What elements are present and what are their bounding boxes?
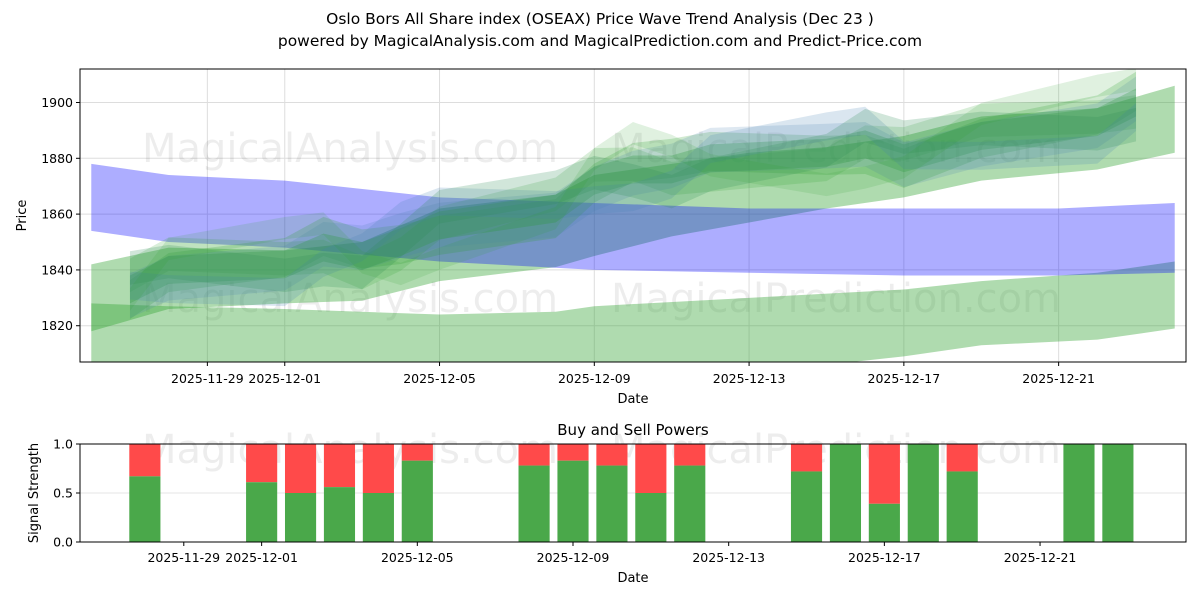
y-tick-label: 1860 bbox=[41, 207, 73, 222]
buy-bar bbox=[246, 482, 278, 542]
x-tick-label: 2025-12-05 bbox=[403, 371, 476, 386]
lower-green-band bbox=[91, 261, 1175, 362]
buy-bar bbox=[362, 493, 394, 542]
wave-band bbox=[129, 95, 1137, 293]
sell-bar bbox=[946, 444, 978, 472]
wave-band bbox=[129, 69, 1137, 311]
plot-frame bbox=[79, 68, 1187, 363]
wave-band bbox=[129, 76, 1137, 319]
y-tick-label: 0.0 bbox=[53, 535, 73, 550]
y-tick-label: 0.5 bbox=[53, 486, 73, 501]
sell-bar bbox=[790, 444, 823, 472]
wide-green-band bbox=[91, 85, 1175, 332]
plot-area bbox=[91, 69, 1175, 362]
x-tick-label: 2025-12-21 bbox=[1004, 550, 1077, 565]
bar-chart-title: Buy and Sell Powers bbox=[557, 421, 709, 439]
watermark: MagicalAnalysis.com bbox=[142, 276, 558, 322]
wave-band bbox=[129, 103, 1137, 307]
buy-bar bbox=[1063, 444, 1095, 542]
sell-bar bbox=[323, 444, 356, 488]
chart-title: Oslo Bors All Share index (OSEAX) Price … bbox=[326, 10, 874, 28]
x-tick-label: 2025-12-13 bbox=[713, 371, 786, 386]
sell-bar bbox=[362, 444, 394, 493]
buy-bar bbox=[790, 471, 823, 542]
x-axis-label: Date bbox=[617, 392, 648, 407]
x-tick-label: 2025-12-17 bbox=[868, 371, 941, 386]
y-tick-label: 1900 bbox=[41, 95, 73, 110]
x-tick-label: 2025-12-17 bbox=[848, 550, 921, 565]
buy-bar bbox=[635, 493, 667, 542]
sell-bar bbox=[557, 444, 589, 461]
x-tick-label: 2025-11-29 bbox=[147, 550, 220, 565]
sell-bar bbox=[129, 444, 161, 477]
buy-bar bbox=[674, 465, 706, 542]
watermark: MagicalPrediction.com bbox=[611, 276, 1061, 322]
sell-bar bbox=[635, 444, 667, 493]
wave-band bbox=[129, 88, 1137, 304]
x-axis-label: Date bbox=[617, 571, 648, 586]
buy-bar bbox=[907, 444, 939, 542]
buy-bar bbox=[518, 465, 550, 542]
chart-subtitle: powered by MagicalAnalysis.com and Magic… bbox=[277, 32, 923, 50]
buy-bar bbox=[129, 476, 161, 542]
x-tick-label: 2025-12-21 bbox=[1022, 371, 1095, 386]
wave-band bbox=[129, 107, 1137, 293]
y-tick-label: 1.0 bbox=[53, 437, 73, 452]
buy-bar bbox=[401, 460, 433, 542]
watermark: MagicalPrediction.com bbox=[611, 126, 1061, 172]
sell-bar bbox=[401, 444, 433, 461]
x-tick-label: 2025-12-13 bbox=[692, 550, 765, 565]
buy-bar bbox=[946, 471, 978, 542]
buy-bar bbox=[868, 503, 900, 542]
buy-bar bbox=[323, 487, 356, 542]
sell-bar bbox=[284, 444, 317, 493]
wave-band bbox=[129, 71, 1137, 320]
sell-bar bbox=[674, 444, 706, 466]
blue-band bbox=[91, 163, 1175, 276]
y-tick-label: 1880 bbox=[41, 151, 73, 166]
sell-bar bbox=[246, 444, 278, 483]
y-axis-label: Price bbox=[15, 200, 30, 232]
x-tick-label: 2025-12-01 bbox=[248, 371, 321, 386]
buy-bar bbox=[596, 465, 628, 542]
x-tick-label: 2025-12-05 bbox=[381, 550, 454, 565]
y-tick-label: 1820 bbox=[41, 318, 73, 333]
sell-bar bbox=[868, 444, 900, 504]
buy-bar bbox=[557, 460, 589, 542]
x-tick-label: 2025-12-09 bbox=[537, 550, 610, 565]
x-tick-label: 2025-12-01 bbox=[225, 550, 298, 565]
buy-bar bbox=[284, 493, 317, 542]
y-tick-label: 1840 bbox=[41, 262, 73, 277]
sell-bar bbox=[596, 444, 628, 466]
buy-bar bbox=[829, 444, 862, 542]
y-axis-label: Signal Strength bbox=[27, 443, 42, 543]
x-tick-label: 2025-12-09 bbox=[558, 371, 631, 386]
buy-bar bbox=[1102, 444, 1134, 542]
x-tick-label: 2025-11-29 bbox=[171, 371, 244, 386]
sell-bar bbox=[518, 444, 550, 466]
watermark: MagicalAnalysis.com bbox=[142, 126, 558, 172]
